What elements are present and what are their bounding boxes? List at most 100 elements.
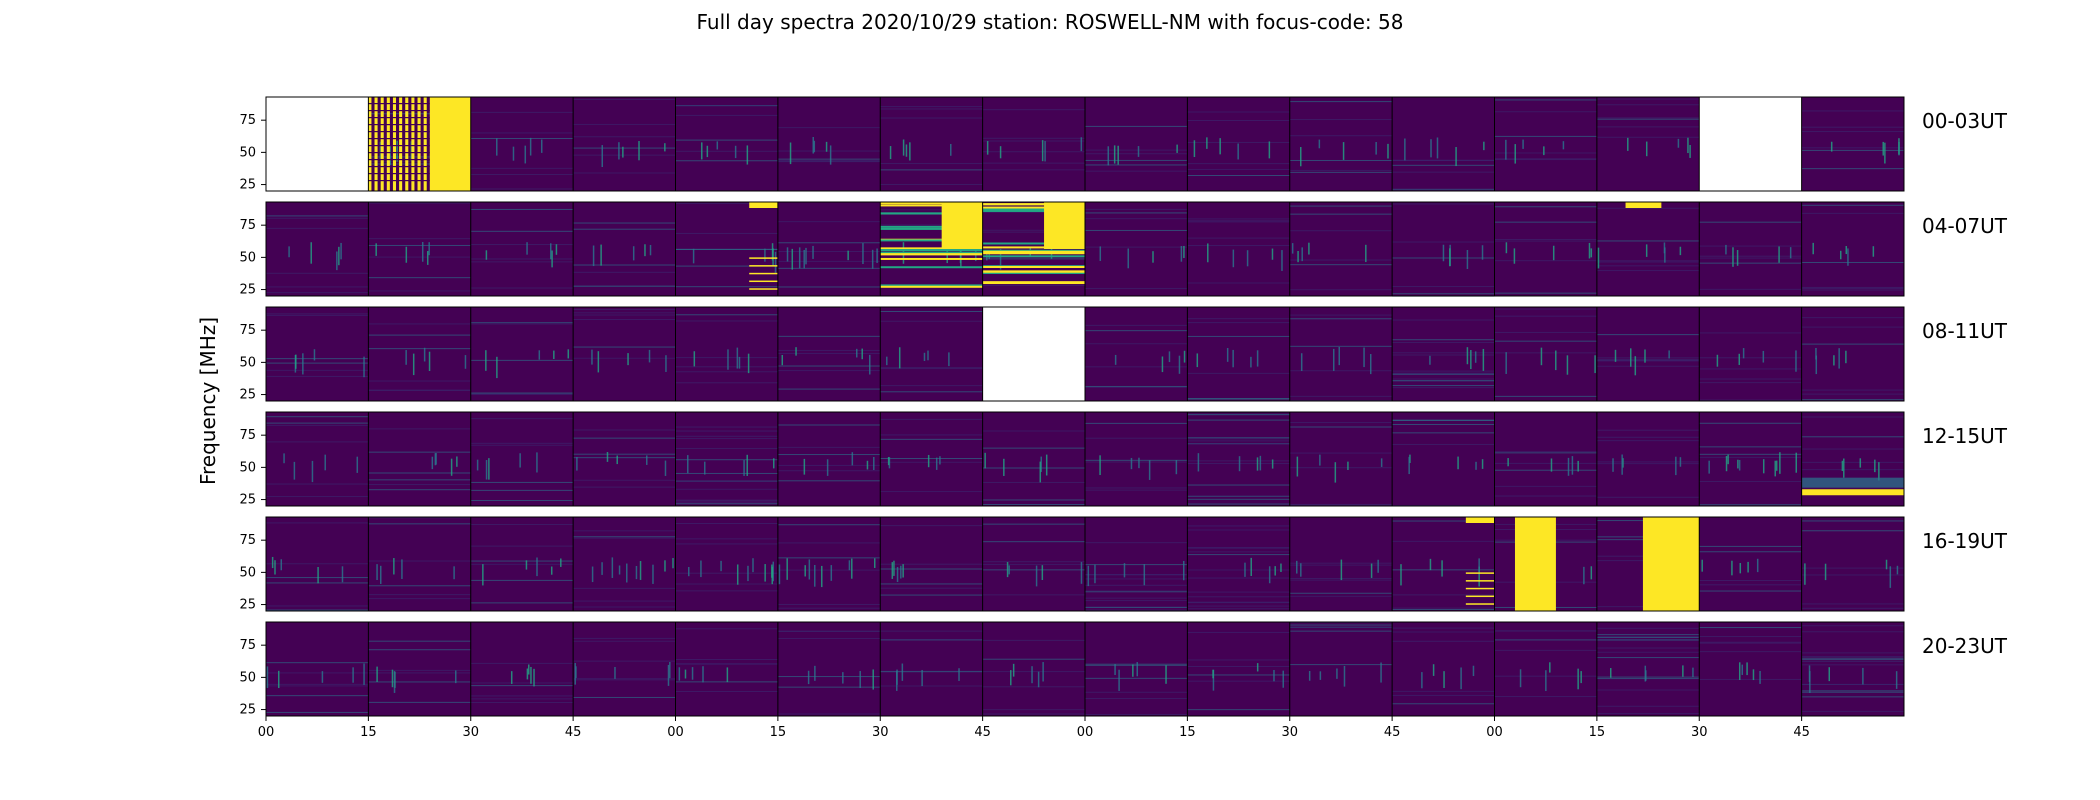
signal-burst: [423, 347, 426, 362]
segment-background: [368, 412, 471, 506]
bright-line: [880, 227, 983, 230]
segment-background: [1596, 307, 1700, 401]
signal-burst: [1377, 559, 1379, 573]
noise-band: [266, 522, 369, 524]
signal-burst: [1543, 146, 1545, 156]
noise-band: [982, 561, 1085, 563]
noise-band: [470, 359, 574, 361]
noise-band: [982, 137, 1085, 139]
x-tick-label: 15: [1589, 725, 1606, 740]
signal-burst: [1778, 246, 1780, 263]
signal-burst: [781, 354, 784, 366]
noise-band: [1289, 592, 1393, 594]
signal-burst: [1429, 558, 1432, 571]
noise-band: [1699, 642, 1802, 644]
noise-band: [266, 272, 369, 274]
noise-band: [1085, 422, 1188, 424]
spectrum-segment: [1187, 202, 1290, 296]
spectrum-segment: [1187, 412, 1290, 506]
signal-burst: [1080, 562, 1083, 584]
noise-band: [1596, 270, 1700, 272]
noise-band: [777, 638, 881, 640]
noise-band: [1596, 260, 1700, 262]
bright-line: [982, 246, 1085, 249]
noise-band: [1801, 393, 1904, 395]
signal-burst: [1449, 248, 1451, 267]
segment-background: [1392, 97, 1495, 191]
bright-line: [1465, 580, 1495, 582]
signal-burst: [376, 564, 378, 581]
signal-burst: [1896, 565, 1899, 575]
signal-burst: [1738, 353, 1741, 365]
noise-band: [368, 594, 471, 596]
x-tick-label: 00: [667, 725, 684, 740]
noise-band: [777, 267, 881, 269]
noise-band: [573, 346, 676, 348]
spectrum-segment: [368, 412, 471, 506]
spectrum-segment: [880, 517, 983, 611]
signal-burst: [1612, 458, 1614, 472]
spectrum-segment: [1699, 307, 1802, 401]
signal-burst: [1514, 144, 1516, 164]
noise-band: [470, 173, 574, 175]
signal-burst: [814, 564, 816, 587]
segment-background: [1289, 202, 1393, 296]
noise-band: [1699, 545, 1802, 547]
y-tick-label: 50: [239, 250, 256, 265]
noise-band: [573, 453, 676, 455]
bright-line: [1465, 572, 1495, 574]
signal-burst: [356, 456, 359, 473]
noise-band: [266, 416, 369, 418]
y-axis-label: Frequency [MHz]: [196, 317, 220, 485]
y-tick-label: 75: [239, 638, 256, 653]
signal-burst: [274, 560, 276, 575]
noise-band: [1187, 547, 1290, 549]
noise-band: [1699, 504, 1802, 506]
noise-band: [1699, 382, 1802, 384]
noise-band: [573, 437, 676, 439]
signal-burst: [1779, 452, 1781, 474]
noise-band: [1801, 416, 1904, 418]
noise-band: [1801, 530, 1904, 532]
signal-burst: [1161, 356, 1164, 373]
noise-band: [1085, 677, 1188, 679]
spectrum-segment: [368, 307, 471, 401]
noise-band: [982, 713, 1085, 715]
signal-burst: [1256, 457, 1259, 471]
bright-line: [880, 251, 983, 254]
signal-burst: [293, 461, 296, 480]
segment-background: [1801, 307, 1904, 401]
noise-band: [1699, 584, 1802, 586]
signal-burst: [555, 244, 558, 255]
noise-band: [1699, 480, 1802, 482]
noise-band: [1187, 318, 1290, 320]
saturated-stripe: [380, 97, 384, 191]
signal-burst: [1175, 460, 1178, 475]
segment-background: [1699, 307, 1802, 401]
noise-band: [1289, 504, 1393, 506]
signal-burst: [805, 247, 807, 265]
bright-line: [982, 270, 1085, 273]
signal-burst: [678, 667, 681, 681]
signal-burst: [1087, 565, 1090, 587]
signal-burst: [1895, 671, 1898, 689]
noise-band: [266, 227, 369, 229]
noise-band: [880, 638, 983, 640]
bright-line: [982, 252, 1085, 255]
signal-burst: [485, 250, 488, 260]
noise-band: [1494, 352, 1597, 354]
signal-burst: [1677, 138, 1680, 148]
signal-burst: [324, 454, 326, 471]
signal-burst: [1319, 454, 1321, 466]
signal-burst: [428, 242, 430, 256]
noise-band: [266, 217, 369, 219]
noise-band: [1289, 370, 1393, 372]
noise-band: [1392, 203, 1495, 205]
signal-burst: [1545, 670, 1547, 692]
noise-band: [573, 308, 676, 310]
noise-band: [573, 679, 676, 681]
noise-band: [1801, 652, 1904, 654]
signal-burst: [1540, 347, 1543, 366]
bright-line: [982, 271, 1085, 274]
noise-band: [1801, 110, 1904, 112]
